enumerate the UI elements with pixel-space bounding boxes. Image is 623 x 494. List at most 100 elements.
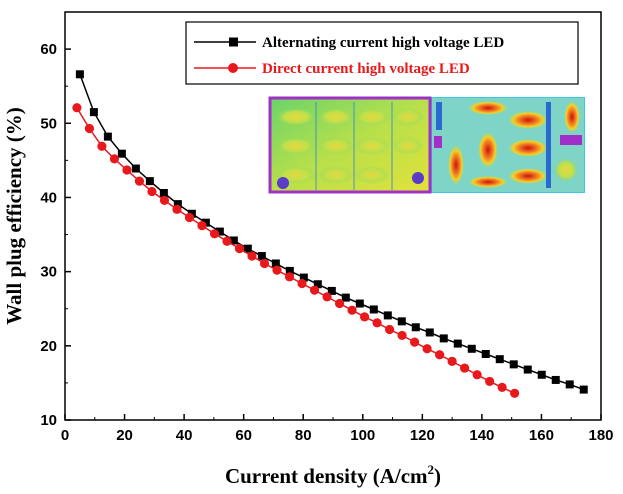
y-tick-label-4: 50 (40, 115, 57, 132)
data-point (229, 236, 238, 245)
data-point (131, 164, 140, 173)
data-point (72, 103, 82, 113)
x-tick-label-9: 180 (588, 427, 613, 444)
data-point (215, 227, 224, 236)
legend-entry-ac: Alternating current high voltage LED (194, 35, 504, 51)
data-point (84, 123, 95, 134)
data-point (309, 285, 320, 295)
data-point (243, 244, 252, 253)
data-point (285, 266, 294, 275)
data-point (172, 204, 182, 214)
data-point (334, 298, 345, 309)
legend: Alternating current high voltage LED Dir… (185, 21, 579, 85)
x-tick-label-8: 160 (529, 427, 554, 444)
data-point (297, 278, 307, 289)
data-point (439, 334, 448, 343)
data-point (89, 108, 98, 117)
data-point (272, 265, 282, 275)
data-point (209, 229, 220, 239)
data-point (234, 244, 245, 254)
data-point (523, 365, 532, 374)
x-axis-title: Current density (A/cm2) (225, 462, 441, 488)
series-1 (72, 103, 520, 398)
data-point (284, 272, 295, 282)
data-point (372, 318, 382, 328)
x-tick-label-5: 100 (350, 427, 375, 444)
data-point (97, 141, 107, 151)
data-point (347, 305, 357, 315)
data-point (145, 177, 154, 186)
series-layer (72, 70, 588, 398)
x-tick-label-1: 20 (116, 427, 133, 444)
x-tick-labels: 0 20 40 60 80 100 120 140 160 180 (61, 427, 614, 444)
data-point (425, 328, 434, 337)
legend-label-ac: Alternating current high voltage LED (262, 35, 504, 51)
x-tick-label-6: 120 (410, 427, 435, 444)
data-point (409, 337, 420, 347)
axis-ticks (64, 11, 602, 421)
data-point (495, 355, 504, 364)
y-tick-label-1: 20 (40, 338, 57, 355)
data-point (184, 212, 195, 223)
data-point (159, 195, 170, 206)
series-0 (75, 70, 588, 394)
legend-label-dc: Direct current high voltage LED (262, 61, 470, 77)
data-point (75, 70, 84, 79)
data-point (384, 324, 395, 335)
y-tick-label-3: 40 (40, 189, 57, 206)
legend-entry-dc: Direct current high voltage LED (194, 61, 470, 77)
data-point (222, 236, 232, 246)
data-point (299, 273, 308, 282)
data-point (485, 376, 495, 387)
inset-right-cells (434, 101, 582, 188)
data-point (322, 292, 332, 302)
data-point (537, 370, 546, 379)
data-point (481, 349, 490, 358)
x-tick-label-4: 80 (295, 427, 312, 444)
data-point (397, 317, 406, 326)
x-tick-label-0: 0 (61, 427, 69, 444)
x-tick-label-7: 140 (469, 427, 494, 444)
y-tick-label-5: 60 (40, 41, 57, 58)
data-point (201, 218, 210, 227)
data-point (453, 339, 462, 348)
data-point (411, 323, 420, 332)
data-point (565, 380, 574, 389)
legend-marker-circle (228, 63, 238, 73)
data-point (359, 312, 370, 322)
data-point (159, 189, 168, 198)
data-point (397, 330, 407, 341)
data-point (313, 280, 322, 289)
data-point (247, 251, 257, 261)
data-point (383, 311, 392, 320)
y-tick-labels: 10 20 30 40 50 60 (40, 41, 57, 429)
data-point (472, 370, 482, 380)
data-point (134, 176, 145, 186)
data-point (197, 221, 207, 231)
data-point (579, 385, 588, 394)
y-axis-title: Wall plug efficiency (%) (2, 107, 26, 325)
data-point (435, 350, 445, 360)
data-point (103, 132, 112, 141)
data-point (509, 360, 518, 369)
data-point (510, 388, 520, 398)
data-point (257, 252, 266, 261)
legend-marker-square (229, 37, 238, 47)
data-point (147, 186, 157, 197)
data-point (122, 165, 132, 175)
x-tick-label-2: 40 (176, 427, 193, 444)
data-point (447, 356, 457, 366)
data-point (327, 286, 336, 295)
data-point (422, 344, 432, 354)
y-tick-label-2: 30 (40, 264, 57, 281)
data-point (117, 149, 126, 158)
y-tick-label-0: 10 (40, 412, 57, 429)
inset-left-cells (276, 102, 424, 190)
data-point (551, 375, 560, 384)
data-point (369, 305, 378, 314)
x-tick-label-3: 60 (235, 427, 252, 444)
data-point (497, 382, 507, 392)
data-point (460, 363, 470, 373)
data-point (341, 293, 350, 302)
